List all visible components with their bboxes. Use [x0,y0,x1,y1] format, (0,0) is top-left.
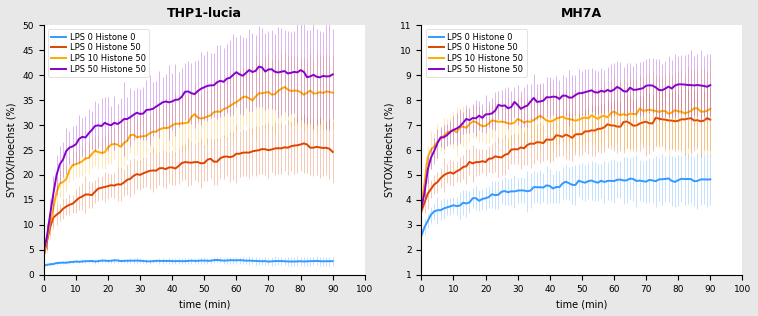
LPS 10 Histone 50 [484,122,493,125]
Line: LPS 0 Histone 0: LPS 0 Histone 0 [44,260,333,266]
LPS 0 Histone 50 [417,210,426,214]
Title: MH7A: MH7A [562,7,603,20]
Title: THP1-lucia: THP1-lucia [167,7,242,20]
LPS 50 Histone 50 [287,71,296,75]
LPS 10 Histone 50 [693,106,702,110]
LPS 10 Histone 50 [287,89,296,93]
LPS 0 Histone 0 [417,234,426,238]
LPS 50 Histone 50 [39,249,49,253]
Y-axis label: SYTOX/Hoechst (%): SYTOX/Hoechst (%) [384,103,395,197]
Line: LPS 0 Histone 50: LPS 0 Histone 50 [44,143,333,257]
LPS 50 Histone 50 [706,83,715,87]
LPS 10 Histone 50 [39,251,49,255]
LPS 50 Histone 50 [700,84,709,88]
LPS 0 Histone 0 [212,258,221,262]
LPS 0 Histone 50 [664,118,673,122]
Line: LPS 10 Histone 50: LPS 10 Histone 50 [44,87,333,253]
LPS 0 Histone 50 [703,116,712,120]
LPS 0 Histone 50 [484,157,493,161]
LPS 0 Histone 50 [706,118,715,122]
LPS 0 Histone 0 [706,178,715,181]
LPS 0 Histone 0 [484,195,493,199]
Line: LPS 10 Histone 50: LPS 10 Histone 50 [421,108,710,205]
LPS 10 Histone 50 [706,107,715,111]
LPS 0 Histone 50 [325,147,334,151]
LPS 10 Histone 50 [703,109,712,113]
LPS 10 Histone 50 [74,161,83,165]
LPS 10 Histone 50 [325,90,334,94]
LPS 50 Histone 50 [490,109,500,112]
LPS 50 Histone 50 [325,74,334,78]
LPS 0 Histone 0 [328,259,337,263]
LPS 0 Histone 50 [107,183,116,187]
LPS 0 Histone 0 [107,259,116,263]
LPS 10 Histone 50 [452,131,461,134]
LPS 0 Histone 50 [700,119,709,123]
LPS 10 Histone 50 [280,85,289,89]
X-axis label: time (min): time (min) [556,299,608,309]
LPS 0 Histone 0 [490,193,500,197]
Y-axis label: SYTOX/Hoechst (%): SYTOX/Hoechst (%) [7,103,17,197]
LPS 50 Histone 50 [328,72,337,76]
LPS 10 Histone 50 [490,119,500,123]
LPS 0 Histone 50 [283,146,293,149]
LPS 0 Histone 50 [651,116,660,120]
LPS 50 Histone 50 [417,206,426,210]
LPS 10 Histone 50 [328,91,337,95]
LPS 0 Histone 0 [39,264,49,268]
Legend: LPS 0 Histone 0, LPS 0 Histone 50, LPS 10 Histone 50, LPS 50 Histone 50: LPS 0 Histone 0, LPS 0 Histone 50, LPS 1… [48,29,149,77]
LPS 50 Histone 50 [677,82,686,86]
LPS 10 Histone 50 [417,203,426,207]
Line: LPS 50 Histone 50: LPS 50 Histone 50 [421,84,710,208]
LPS 50 Histone 50 [661,87,670,90]
LPS 10 Histone 50 [113,143,122,147]
LPS 0 Histone 50 [452,169,461,173]
LPS 50 Histone 50 [703,85,712,89]
Line: LPS 50 Histone 50: LPS 50 Histone 50 [44,67,333,251]
LPS 50 Histone 50 [255,65,264,69]
LPS 10 Histone 50 [661,109,670,113]
LPS 10 Histone 50 [107,143,116,147]
LPS 50 Histone 50 [484,112,493,116]
Legend: LPS 0 Histone 0, LPS 0 Histone 50, LPS 10 Histone 50, LPS 50 Histone 50: LPS 0 Histone 0, LPS 0 Histone 50, LPS 1… [425,29,527,77]
X-axis label: time (min): time (min) [179,299,230,309]
LPS 0 Histone 50 [299,142,309,145]
LPS 0 Histone 50 [113,182,122,186]
LPS 0 Histone 50 [328,150,337,154]
LPS 0 Histone 0 [664,177,673,180]
LPS 0 Histone 0 [321,259,330,263]
LPS 0 Histone 0 [452,204,461,208]
LPS 50 Histone 50 [113,122,122,126]
LPS 0 Histone 0 [325,259,334,263]
LPS 10 Histone 50 [700,110,709,113]
LPS 0 Histone 0 [661,177,670,181]
LPS 0 Histone 0 [700,178,709,181]
LPS 50 Histone 50 [107,123,116,127]
LPS 0 Histone 50 [74,196,83,200]
LPS 50 Histone 50 [452,127,461,131]
Line: LPS 0 Histone 0: LPS 0 Histone 0 [421,179,710,236]
Line: LPS 0 Histone 50: LPS 0 Histone 50 [421,118,710,212]
LPS 50 Histone 50 [321,75,330,78]
LPS 10 Histone 50 [321,89,330,93]
LPS 50 Histone 50 [74,137,83,141]
LPS 0 Histone 0 [74,260,83,264]
LPS 0 Histone 50 [39,255,49,258]
LPS 0 Histone 50 [321,146,330,150]
LPS 0 Histone 0 [113,258,122,262]
LPS 0 Histone 0 [703,178,712,181]
LPS 0 Histone 50 [490,155,500,158]
LPS 0 Histone 0 [287,260,296,264]
